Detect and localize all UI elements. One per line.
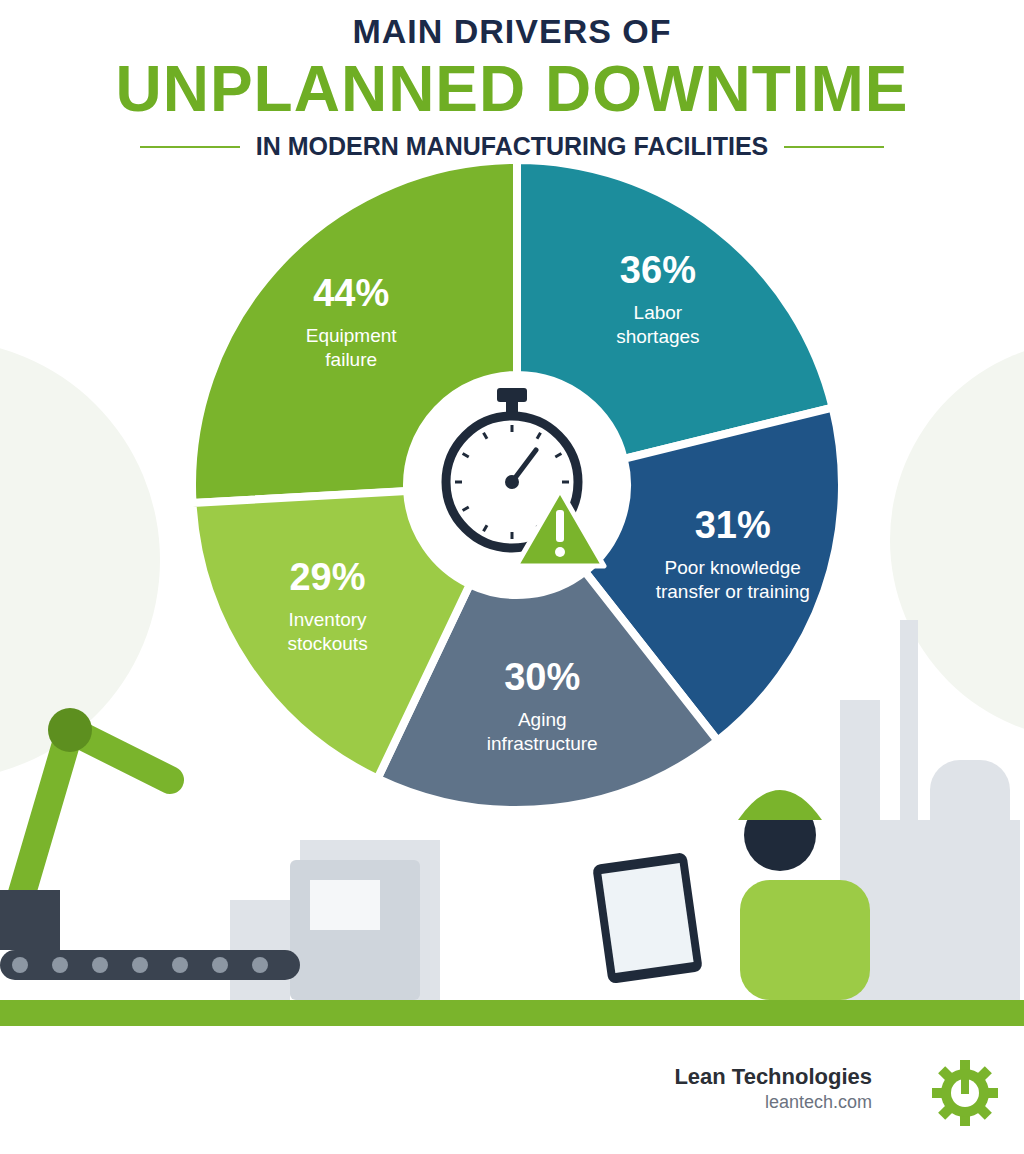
html-text:leantech.com: leantech.com [764, 1092, 872, 1112]
svg-text:Labor: Labor [634, 302, 683, 323]
svg-text:stockouts: stockouts [287, 633, 367, 654]
svg-text:31%: 31% [695, 504, 771, 546]
svg-text:shortages: shortages [616, 326, 699, 347]
svg-text:30%: 30% [504, 656, 580, 698]
svg-text:Poor knowledge: Poor knowledge [665, 557, 801, 578]
svg-text:Aging: Aging [518, 709, 567, 730]
svg-text:transfer or training: transfer or training [656, 581, 810, 602]
svg-text:36%: 36% [620, 249, 696, 291]
svg-text:Equipment: Equipment [306, 325, 398, 346]
svg-text:infrastructure: infrastructure [487, 733, 598, 754]
html-text:MAIN DRIVERS OF: MAIN DRIVERS OF [352, 12, 672, 50]
html-text:UNPLANNED DOWNTIME: UNPLANNED DOWNTIME [115, 53, 909, 125]
svg-text:failure: failure [325, 349, 377, 370]
html-text:Lean Technologies: Lean Technologies [674, 1064, 872, 1089]
svg-text:44%: 44% [313, 272, 389, 314]
svg-text:Inventory: Inventory [288, 609, 367, 630]
html-text:IN MODERN MANUFACTURING FACILI: IN MODERN MANUFACTURING FACILITIES [255, 132, 769, 160]
svg-text:29%: 29% [289, 556, 365, 598]
